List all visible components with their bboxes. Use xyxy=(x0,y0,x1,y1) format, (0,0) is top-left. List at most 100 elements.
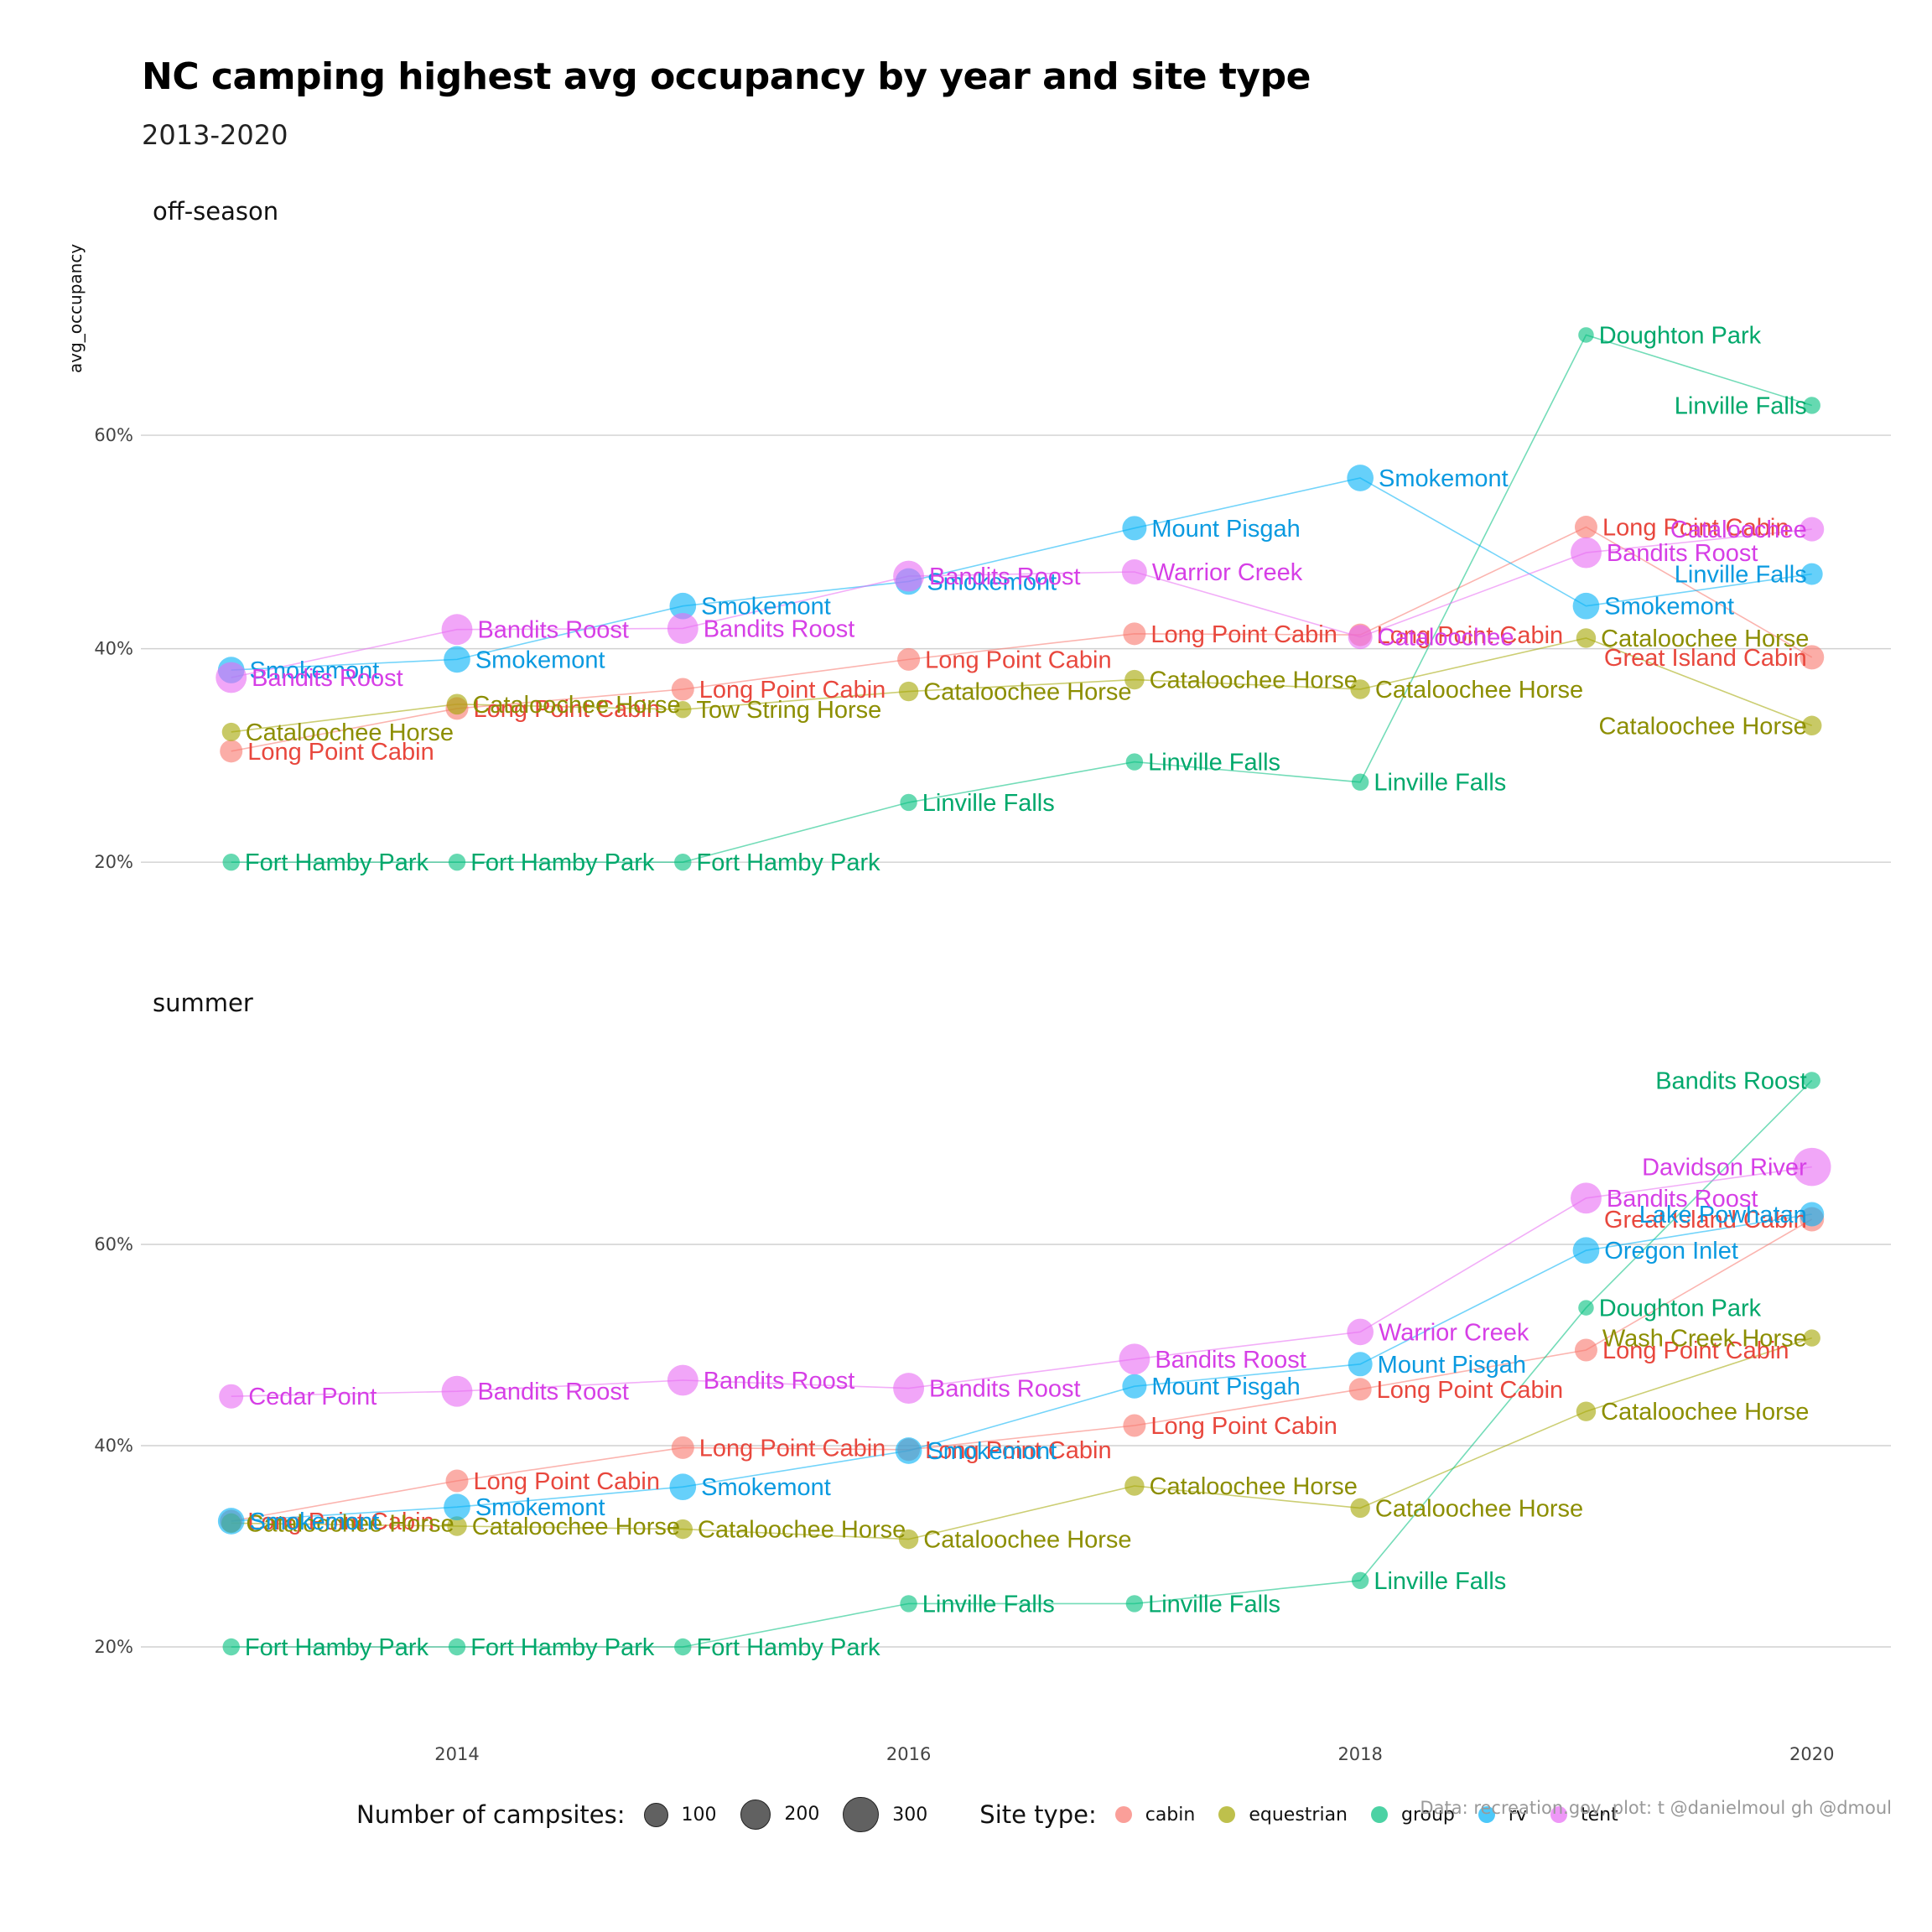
legend-size-label: 100 xyxy=(681,1804,717,1826)
point-tent xyxy=(1800,517,1825,542)
point-label-cabin: Long Point Cabin xyxy=(1377,622,1564,649)
legend-sizes: 100 200 300 xyxy=(643,1796,952,1833)
legend-type-label: equestrian xyxy=(1249,1804,1348,1826)
point-label-cabin: Long Point Cabin xyxy=(247,739,434,766)
point-label-rv: Smokemont xyxy=(701,1474,831,1501)
point-label-tent: Cataloochee xyxy=(1378,625,1514,652)
point-label-cabin: Long Point Cabin xyxy=(1602,515,1789,542)
point-rv xyxy=(1572,1237,1600,1265)
point-label-group: Doughton Park xyxy=(1599,1296,1762,1322)
point-cabin xyxy=(671,678,694,701)
point-label-tent: Bandits Roost xyxy=(252,665,403,692)
point-label-tent: Bandits Roost xyxy=(1607,540,1758,567)
point-label-rv: Smokemont xyxy=(1604,594,1734,621)
point-equestrian xyxy=(447,1516,467,1536)
point-cabin xyxy=(1123,622,1146,646)
point-label-tent: Bandits Roost xyxy=(929,1376,1081,1403)
point-label-cabin: Long Point Cabin xyxy=(247,1509,434,1535)
point-group xyxy=(900,793,917,812)
point-tent xyxy=(1119,1343,1150,1375)
point-label-group: Linville Falls xyxy=(1148,750,1280,776)
point-cabin xyxy=(220,740,243,763)
point-tent xyxy=(667,1364,699,1396)
point-label-group: Fort Hamby Park xyxy=(245,1634,429,1661)
y-ticks-off-season: 20% 40% 60% xyxy=(94,425,133,872)
legend-type-title: Site type: xyxy=(979,1800,1097,1829)
point-cabin xyxy=(1348,1378,1372,1401)
point-rv xyxy=(1348,1352,1373,1377)
legend-type-item-tent: tent xyxy=(1550,1805,1618,1826)
point-group xyxy=(1351,1571,1369,1590)
point-label-equestrian: Cataloochee Horse xyxy=(1150,667,1358,694)
point-group xyxy=(448,1638,466,1656)
point-equestrian xyxy=(221,722,241,741)
point-group xyxy=(1578,327,1594,343)
point-group xyxy=(1803,397,1820,414)
point-label-tent: Bandits Roost xyxy=(929,564,1081,590)
legend-type-item-equestrian: equestrian xyxy=(1218,1805,1348,1826)
point-label-equestrian: Tow String Horse xyxy=(697,697,882,724)
y-tick-label: 20% xyxy=(94,852,133,872)
point-cabin xyxy=(1574,516,1597,539)
panel-off-season: off-season 20%40%60% Long Point CabinLon… xyxy=(94,197,1891,876)
y-tick-label: 60% xyxy=(94,425,133,445)
point-label-equestrian: Cataloochee Horse xyxy=(472,1514,680,1540)
legend-type-item-cabin: cabin xyxy=(1114,1805,1195,1826)
point-tent xyxy=(1347,1318,1374,1346)
point-label-rv: Smokemont xyxy=(927,1438,1057,1465)
point-group xyxy=(1125,1595,1144,1613)
point-labels-summer: Long Point Cabin Long Point Cabin Long Poi… xyxy=(245,1067,1810,1661)
legend-type-item-group: group xyxy=(1371,1805,1455,1826)
point-group xyxy=(674,853,692,871)
point-cabin xyxy=(897,647,921,671)
point-label-equestrian: Cataloochee Horse xyxy=(1375,677,1583,704)
point-label-cabin: Long Point Cabin xyxy=(1377,1377,1564,1404)
point-cabin xyxy=(1123,1414,1146,1437)
x-tick-label: 2014 xyxy=(434,1744,479,1764)
point-label-equestrian: Wash Creek Horse xyxy=(1602,1326,1807,1353)
point-label-group: Linville Falls xyxy=(1675,392,1807,419)
panel-title-summer: summer xyxy=(153,989,253,1017)
legend-size-swatch xyxy=(843,1796,880,1833)
legend-type-label: tent xyxy=(1580,1804,1618,1826)
point-rv xyxy=(1572,592,1600,620)
y-tick-label: 40% xyxy=(94,639,133,659)
point-label-cabin: Long Point Cabin xyxy=(1150,621,1337,648)
point-label-tent: Warrior Creek xyxy=(1152,559,1303,586)
legend-size-swatch xyxy=(643,1802,668,1827)
point-rv xyxy=(1347,465,1374,491)
point-rv xyxy=(895,1437,922,1464)
y-axis-title: avg_occupancy xyxy=(65,244,86,373)
series-line-cabin xyxy=(231,1218,1813,1522)
point-tent xyxy=(219,1384,244,1409)
point-rv xyxy=(1800,1202,1825,1227)
legend-size-item: 300 xyxy=(843,1796,928,1833)
point-label-tent: Bandits Roost xyxy=(704,1368,855,1394)
legend-size-label: 300 xyxy=(892,1804,928,1826)
legend-size-item: 100 xyxy=(643,1802,717,1827)
legend-type-swatch xyxy=(1218,1806,1236,1823)
point-label-equestrian: Cataloochee Horse xyxy=(472,692,680,719)
points-summer xyxy=(217,1072,1831,1656)
point-label-equestrian: Cataloochee Horse xyxy=(246,719,454,746)
point-equestrian xyxy=(1124,1476,1145,1496)
chart-title: NC camping highest avg occupancy by year… xyxy=(142,55,1311,98)
y-tick-label: 60% xyxy=(94,1234,133,1254)
legend-size-title: Number of campsites: xyxy=(356,1800,626,1829)
point-label-group: Linville Falls xyxy=(1148,1591,1280,1618)
point-label-tent: Bandits Roost xyxy=(704,615,855,642)
point-label-equestrian: Cataloochee Horse xyxy=(1598,713,1806,740)
series-line-tent xyxy=(231,1166,1812,1397)
point-label-cabin: Long Point Cabin xyxy=(1150,1413,1337,1440)
point-label-rv: Lake Powhatan xyxy=(1639,1202,1807,1228)
point-group xyxy=(1803,1072,1820,1089)
point-label-group: Fort Hamby Park xyxy=(697,1634,881,1661)
series-line-group xyxy=(231,334,1812,863)
x-tick-label: 2016 xyxy=(886,1744,931,1764)
point-rv xyxy=(1800,563,1823,585)
point-label-group: Bandits Roost xyxy=(1655,1067,1807,1094)
point-equestrian xyxy=(898,1529,919,1550)
legend-type-label: group xyxy=(1401,1804,1455,1826)
point-label-cabin: Long Point Cabin xyxy=(925,647,1112,673)
point-equestrian xyxy=(1802,715,1822,735)
